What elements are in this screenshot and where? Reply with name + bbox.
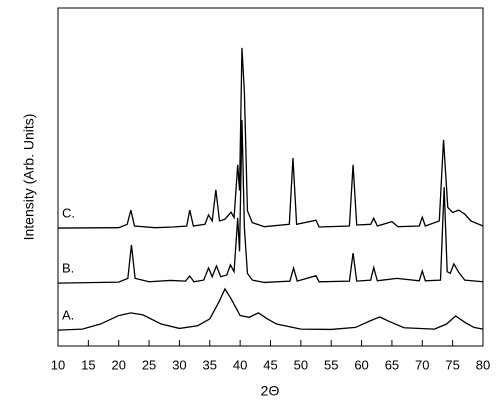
x-tick-label: 55 [324,357,338,372]
x-tick-label: 10 [51,357,65,372]
series-label: B. [62,261,74,276]
x-tick-label: 40 [233,357,247,372]
series-label: C. [62,205,75,220]
series-line [57,287,484,331]
x-tick-label: 30 [172,357,186,372]
x-tick-label: 60 [354,357,368,372]
x-tick-label: 65 [385,357,399,372]
x-tick-label: 20 [111,357,125,372]
x-tick-label: 75 [445,357,459,372]
x-tick-label: 80 [476,357,490,372]
plot-frame [57,7,484,347]
series-label: A. [62,308,74,323]
y-axis-label: Intensity (Arb. Units) [21,114,37,241]
series-line [57,119,484,284]
x-tick-label: 15 [81,357,95,372]
x-tick-label: 25 [142,357,156,372]
x-axis-label: 2Θ [261,383,280,399]
x-tick-label: 70 [415,357,429,372]
x-tick-label: 35 [203,357,217,372]
x-tick-label: 50 [294,357,308,372]
series-line [57,47,484,229]
x-tick-label: 45 [263,357,277,372]
